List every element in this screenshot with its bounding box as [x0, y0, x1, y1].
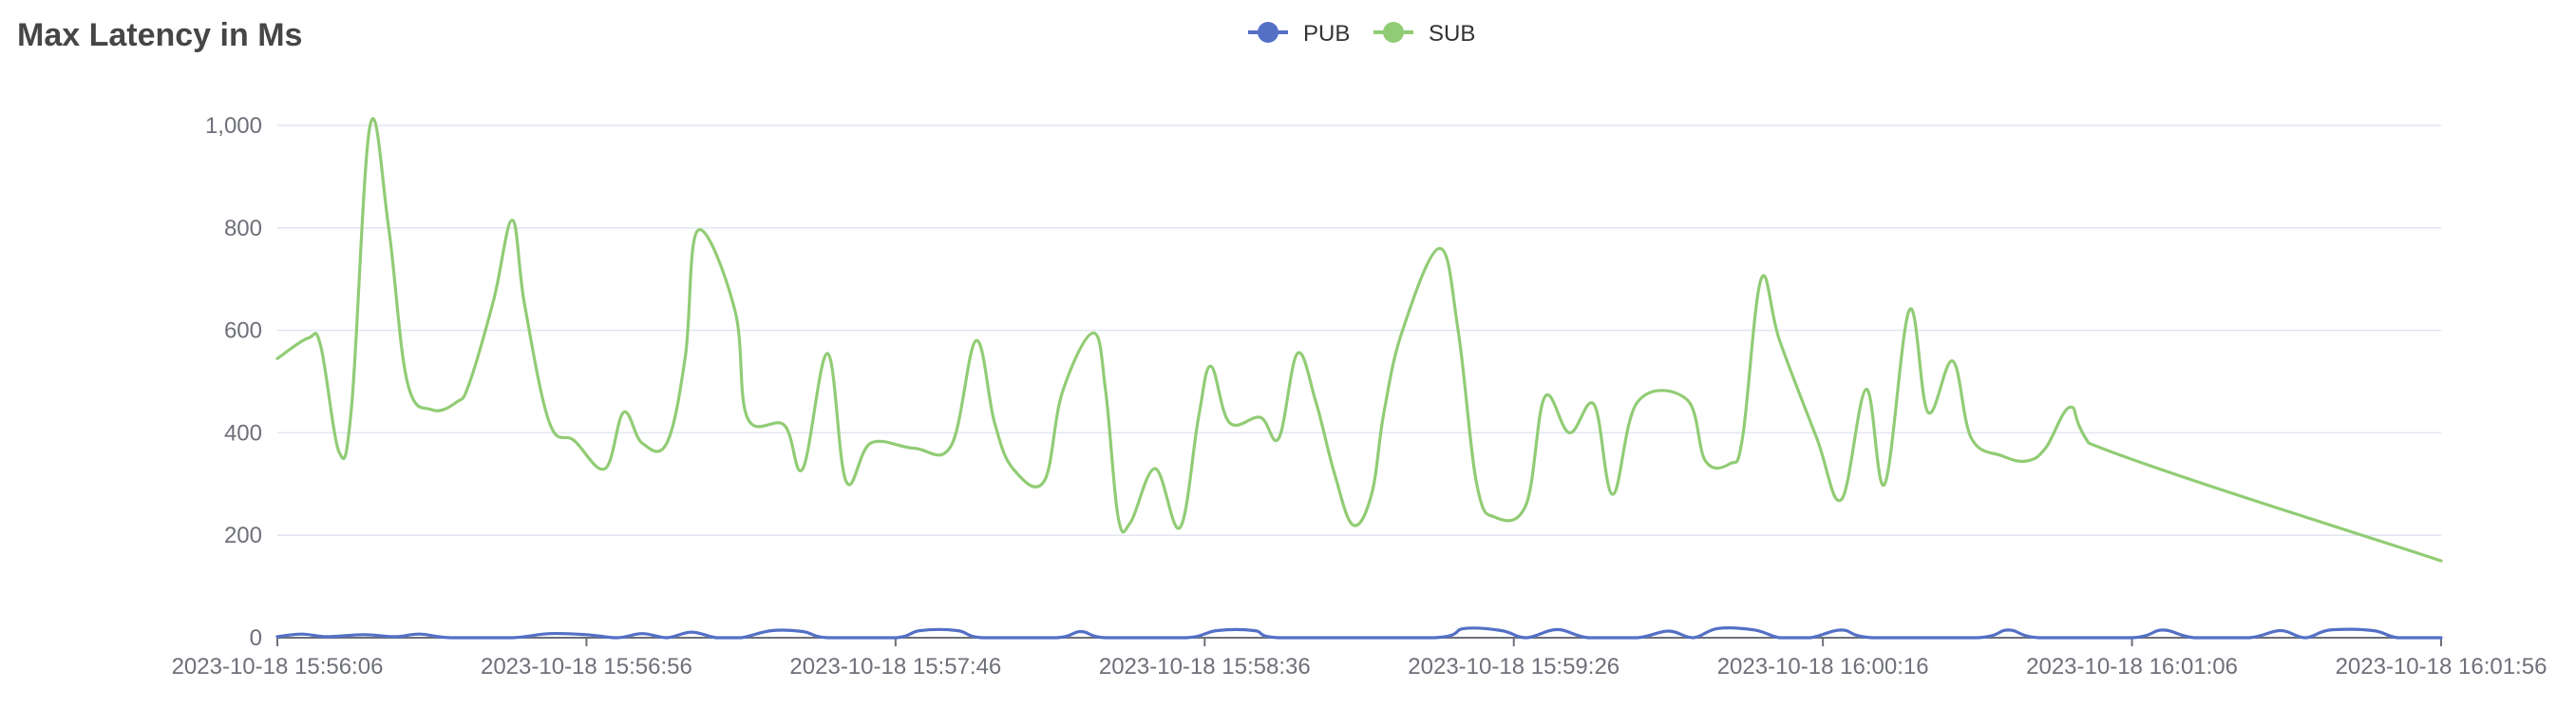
x-tick-label: 2023-10-18 16:00:16 — [1717, 654, 1929, 680]
x-tick-label: 2023-10-18 15:59:26 — [1408, 654, 1619, 680]
x-tick-label: 2023-10-18 16:01:56 — [2336, 654, 2548, 680]
series-line-sub — [275, 117, 2443, 563]
legend[interactable]: PUB SUB — [1248, 21, 1475, 47]
legend-label: PUB — [1303, 21, 1350, 47]
legend-marker-icon — [1383, 22, 1404, 43]
legend-label: SUB — [1429, 21, 1475, 47]
x-axis-tick-labels: 2023-10-18 15:56:06 2023-10-18 15:56:56 20… — [172, 654, 2548, 680]
y-tick-label: 400 — [224, 420, 262, 446]
legend-item-sub[interactable]: SUB — [1373, 21, 1475, 47]
series-line-pub — [275, 626, 2443, 640]
x-tick-label: 2023-10-18 15:58:36 — [1099, 654, 1311, 680]
chart-title: Max Latency in Ms — [17, 17, 303, 53]
y-tick-label: 200 — [224, 523, 262, 548]
legend-item-pub[interactable]: PUB — [1248, 21, 1350, 47]
y-axis-tick-labels: 0 200 400 600 800 1,000 — [205, 113, 262, 651]
y-tick-label: 0 — [250, 625, 262, 651]
x-tick-label: 2023-10-18 15:56:06 — [172, 654, 384, 680]
legend-marker-icon — [1258, 22, 1279, 43]
x-tick-label: 2023-10-18 15:56:56 — [481, 654, 692, 680]
y-tick-label: 800 — [224, 216, 262, 241]
x-tick-label: 2023-10-18 15:57:46 — [789, 654, 1001, 680]
y-tick-label: 600 — [224, 318, 262, 344]
series-lines — [275, 117, 2443, 640]
x-tick-label: 2023-10-18 16:01:06 — [2026, 654, 2238, 680]
grid-lines — [277, 125, 2441, 536]
y-tick-label: 1,000 — [205, 113, 262, 139]
